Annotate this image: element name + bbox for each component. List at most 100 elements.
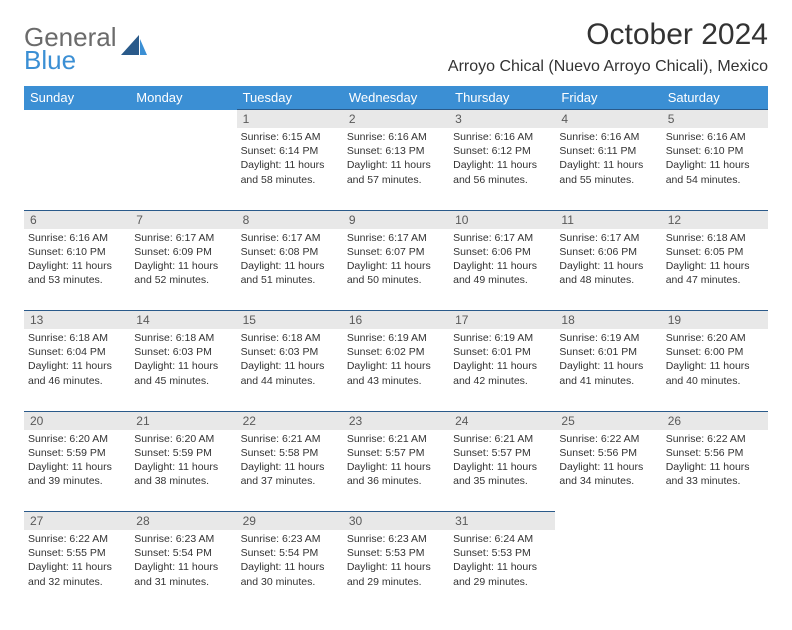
day-number: 19 <box>662 311 768 330</box>
day-cell-body: Sunrise: 6:16 AMSunset: 6:10 PMDaylight:… <box>24 229 130 294</box>
day-number: 6 <box>24 210 130 229</box>
day-cell: Sunrise: 6:23 AMSunset: 5:54 PMDaylight:… <box>130 530 236 612</box>
day-cell: Sunrise: 6:22 AMSunset: 5:56 PMDaylight:… <box>555 430 661 512</box>
day-cell: Sunrise: 6:18 AMSunset: 6:05 PMDaylight:… <box>662 229 768 311</box>
empty-daynum <box>555 512 661 531</box>
day-cell-body: Sunrise: 6:23 AMSunset: 5:54 PMDaylight:… <box>130 530 236 595</box>
day-cell-body: Sunrise: 6:18 AMSunset: 6:03 PMDaylight:… <box>130 329 236 394</box>
day-header: Sunday <box>24 86 130 110</box>
day-cell-body: Sunrise: 6:23 AMSunset: 5:53 PMDaylight:… <box>343 530 449 595</box>
empty-cell <box>555 530 661 612</box>
day-number: 9 <box>343 210 449 229</box>
body-row: Sunrise: 6:15 AMSunset: 6:14 PMDaylight:… <box>24 128 768 210</box>
day-cell-body: Sunrise: 6:17 AMSunset: 6:09 PMDaylight:… <box>130 229 236 294</box>
day-cell-body: Sunrise: 6:21 AMSunset: 5:57 PMDaylight:… <box>449 430 555 495</box>
day-cell-body: Sunrise: 6:18 AMSunset: 6:03 PMDaylight:… <box>237 329 343 394</box>
day-header: Wednesday <box>343 86 449 110</box>
day-cell-body: Sunrise: 6:23 AMSunset: 5:54 PMDaylight:… <box>237 530 343 595</box>
day-cell: Sunrise: 6:17 AMSunset: 6:09 PMDaylight:… <box>130 229 236 311</box>
calendar-grid: SundayMondayTuesdayWednesdayThursdayFrid… <box>24 86 768 612</box>
day-cell: Sunrise: 6:20 AMSunset: 5:59 PMDaylight:… <box>130 430 236 512</box>
day-header: Tuesday <box>237 86 343 110</box>
body-row: Sunrise: 6:18 AMSunset: 6:04 PMDaylight:… <box>24 329 768 411</box>
day-number: 23 <box>343 411 449 430</box>
day-number: 14 <box>130 311 236 330</box>
day-cell: Sunrise: 6:23 AMSunset: 5:53 PMDaylight:… <box>343 530 449 612</box>
day-cell: Sunrise: 6:19 AMSunset: 6:01 PMDaylight:… <box>449 329 555 411</box>
day-cell-body: Sunrise: 6:15 AMSunset: 6:14 PMDaylight:… <box>237 128 343 193</box>
page-title: October 2024 <box>448 18 768 52</box>
day-number: 1 <box>237 110 343 129</box>
day-cell-body: Sunrise: 6:22 AMSunset: 5:55 PMDaylight:… <box>24 530 130 595</box>
empty-daynum <box>24 110 130 129</box>
daynum-row: 12345 <box>24 110 768 129</box>
day-number: 20 <box>24 411 130 430</box>
empty-daynum <box>662 512 768 531</box>
day-cell: Sunrise: 6:21 AMSunset: 5:57 PMDaylight:… <box>449 430 555 512</box>
day-header: Saturday <box>662 86 768 110</box>
day-cell-body: Sunrise: 6:20 AMSunset: 6:00 PMDaylight:… <box>662 329 768 394</box>
day-cell-body: Sunrise: 6:18 AMSunset: 6:04 PMDaylight:… <box>24 329 130 394</box>
day-cell-body: Sunrise: 6:20 AMSunset: 5:59 PMDaylight:… <box>130 430 236 495</box>
day-number: 8 <box>237 210 343 229</box>
day-number: 18 <box>555 311 661 330</box>
day-cell-body: Sunrise: 6:22 AMSunset: 5:56 PMDaylight:… <box>555 430 661 495</box>
daynum-row: 6789101112 <box>24 210 768 229</box>
day-cell: Sunrise: 6:15 AMSunset: 6:14 PMDaylight:… <box>237 128 343 210</box>
day-header-row: SundayMondayTuesdayWednesdayThursdayFrid… <box>24 86 768 110</box>
day-number: 22 <box>237 411 343 430</box>
day-cell: Sunrise: 6:21 AMSunset: 5:58 PMDaylight:… <box>237 430 343 512</box>
day-header: Friday <box>555 86 661 110</box>
day-number: 13 <box>24 311 130 330</box>
day-cell-body: Sunrise: 6:19 AMSunset: 6:01 PMDaylight:… <box>555 329 661 394</box>
empty-cell <box>662 530 768 612</box>
day-cell: Sunrise: 6:22 AMSunset: 5:55 PMDaylight:… <box>24 530 130 612</box>
day-cell: Sunrise: 6:16 AMSunset: 6:10 PMDaylight:… <box>662 128 768 210</box>
day-cell: Sunrise: 6:16 AMSunset: 6:10 PMDaylight:… <box>24 229 130 311</box>
day-cell-body: Sunrise: 6:16 AMSunset: 6:13 PMDaylight:… <box>343 128 449 193</box>
body-row: Sunrise: 6:16 AMSunset: 6:10 PMDaylight:… <box>24 229 768 311</box>
day-cell: Sunrise: 6:21 AMSunset: 5:57 PMDaylight:… <box>343 430 449 512</box>
day-number: 15 <box>237 311 343 330</box>
day-cell-body: Sunrise: 6:17 AMSunset: 6:06 PMDaylight:… <box>555 229 661 294</box>
daynum-row: 20212223242526 <box>24 411 768 430</box>
day-cell-body: Sunrise: 6:19 AMSunset: 6:02 PMDaylight:… <box>343 329 449 394</box>
day-cell: Sunrise: 6:20 AMSunset: 5:59 PMDaylight:… <box>24 430 130 512</box>
day-cell: Sunrise: 6:16 AMSunset: 6:12 PMDaylight:… <box>449 128 555 210</box>
day-cell: Sunrise: 6:17 AMSunset: 6:06 PMDaylight:… <box>449 229 555 311</box>
page-subtitle: Arroyo Chical (Nuevo Arroyo Chicali), Me… <box>448 58 768 76</box>
calendar-body: 12345Sunrise: 6:15 AMSunset: 6:14 PMDayl… <box>24 110 768 613</box>
empty-cell <box>24 128 130 210</box>
day-cell-body: Sunrise: 6:16 AMSunset: 6:10 PMDaylight:… <box>662 128 768 193</box>
day-cell-body: Sunrise: 6:16 AMSunset: 6:12 PMDaylight:… <box>449 128 555 193</box>
day-cell-body: Sunrise: 6:16 AMSunset: 6:11 PMDaylight:… <box>555 128 661 193</box>
day-cell-body: Sunrise: 6:20 AMSunset: 5:59 PMDaylight:… <box>24 430 130 495</box>
day-number: 29 <box>237 512 343 531</box>
day-header: Thursday <box>449 86 555 110</box>
day-number: 12 <box>662 210 768 229</box>
empty-cell <box>130 128 236 210</box>
day-number: 30 <box>343 512 449 531</box>
day-number: 4 <box>555 110 661 129</box>
day-number: 10 <box>449 210 555 229</box>
day-cell-body: Sunrise: 6:18 AMSunset: 6:05 PMDaylight:… <box>662 229 768 294</box>
day-number: 21 <box>130 411 236 430</box>
day-number: 11 <box>555 210 661 229</box>
day-cell-body: Sunrise: 6:22 AMSunset: 5:56 PMDaylight:… <box>662 430 768 495</box>
day-header: Monday <box>130 86 236 110</box>
day-cell-body: Sunrise: 6:17 AMSunset: 6:07 PMDaylight:… <box>343 229 449 294</box>
day-cell: Sunrise: 6:18 AMSunset: 6:04 PMDaylight:… <box>24 329 130 411</box>
day-number: 26 <box>662 411 768 430</box>
body-row: Sunrise: 6:22 AMSunset: 5:55 PMDaylight:… <box>24 530 768 612</box>
day-cell: Sunrise: 6:19 AMSunset: 6:01 PMDaylight:… <box>555 329 661 411</box>
page-header: General Blue October 2024 Arroyo Chical … <box>24 18 768 76</box>
day-cell: Sunrise: 6:23 AMSunset: 5:54 PMDaylight:… <box>237 530 343 612</box>
day-number: 16 <box>343 311 449 330</box>
day-number: 3 <box>449 110 555 129</box>
logo-text-blue: Blue <box>24 49 117 72</box>
day-number: 7 <box>130 210 236 229</box>
day-cell-body: Sunrise: 6:17 AMSunset: 6:06 PMDaylight:… <box>449 229 555 294</box>
day-number: 24 <box>449 411 555 430</box>
logo: General Blue <box>24 18 147 73</box>
day-cell-body: Sunrise: 6:17 AMSunset: 6:08 PMDaylight:… <box>237 229 343 294</box>
